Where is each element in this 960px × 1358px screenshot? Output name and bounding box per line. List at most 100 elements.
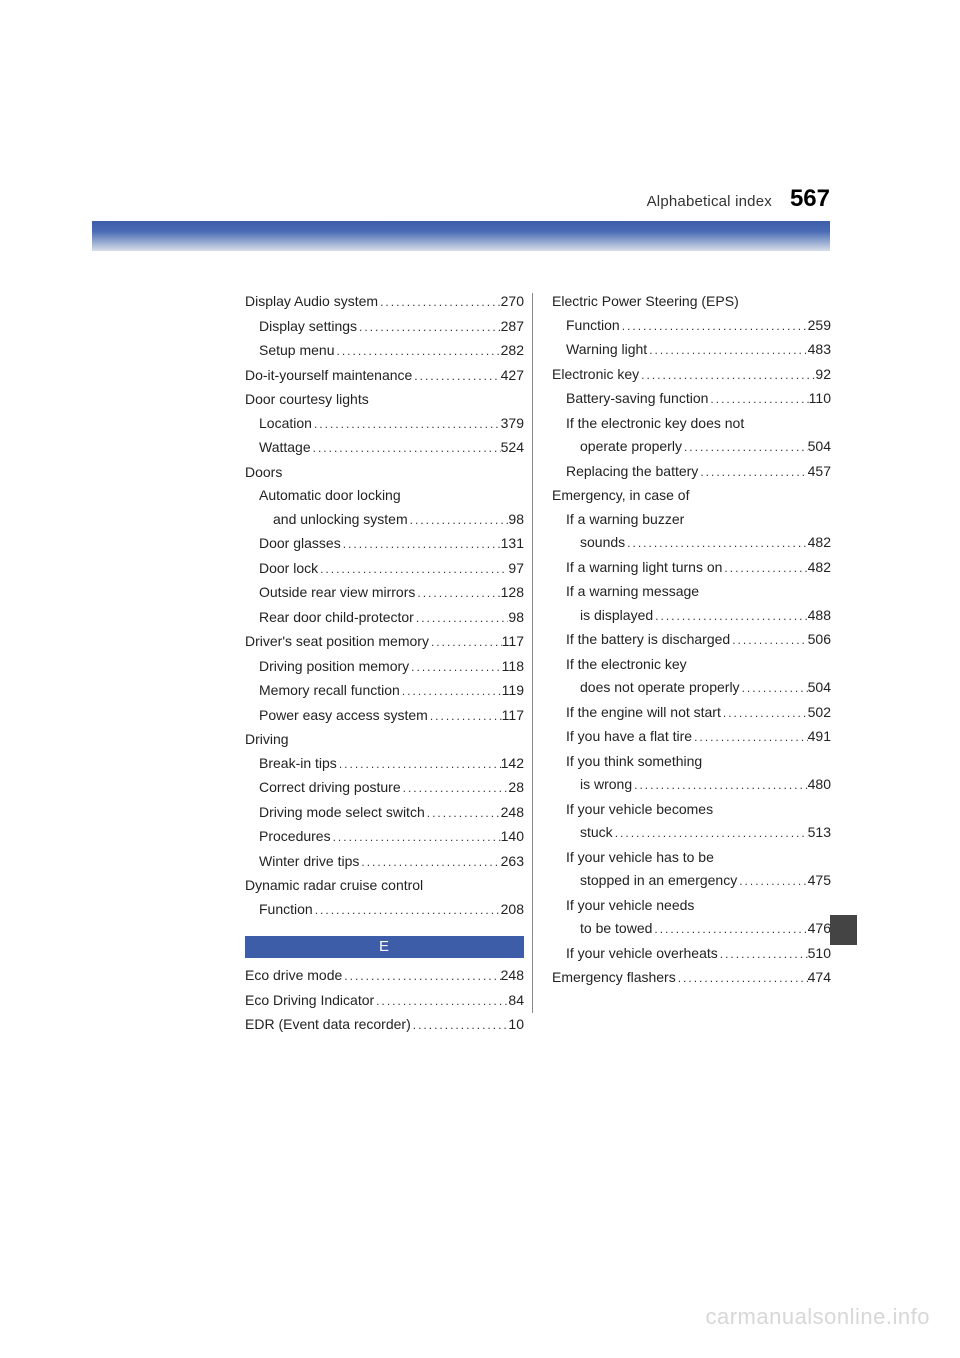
entry-dots	[620, 315, 808, 339]
entry-page: 504	[808, 435, 831, 459]
entry-page: 476	[808, 917, 831, 941]
entry-dots	[341, 533, 501, 557]
entry-page: 480	[808, 773, 831, 797]
index-entry: Display Audio system270	[245, 290, 524, 315]
entry-dots	[401, 777, 509, 801]
entry-label: stopped in an emergency	[580, 869, 737, 893]
entry-page: 248	[501, 964, 524, 988]
entry-label: Rear door child-protector	[259, 606, 414, 630]
index-entry: Emergency, in case of	[552, 484, 831, 508]
left-column: Display Audio system270Display settings 2…	[245, 290, 524, 1038]
right-column: Electric Power Steering (EPS)Function259…	[552, 290, 831, 1038]
entry-page: 506	[808, 628, 831, 652]
watermark: carmanualsonline.info	[705, 1304, 930, 1330]
entry-label: stuck	[580, 821, 613, 845]
entry-page: 28	[508, 776, 524, 800]
entry-label: If you think something	[566, 750, 702, 774]
entry-label: is displayed	[580, 604, 653, 628]
index-entry: Automatic door locking	[245, 484, 524, 508]
entry-label: Driver's seat position memory	[245, 630, 429, 654]
index-entry: Emergency flashers474	[552, 966, 831, 991]
index-entry: If the battery is discharged 506	[552, 628, 831, 653]
index-entry: Wattage524	[245, 436, 524, 461]
entry-label: Setup menu	[259, 339, 335, 363]
section-letter-bar: E	[245, 936, 524, 958]
entry-label: If a warning buzzer	[566, 508, 684, 532]
entry-label: If you have a flat tire	[566, 725, 692, 749]
index-entry: Location379	[245, 412, 524, 437]
index-entry: If your vehicle becomes	[552, 798, 831, 822]
entry-label: EDR (Event data recorder)	[245, 1013, 411, 1037]
page-header: Alphabetical index 567	[647, 185, 830, 213]
entry-dots	[342, 965, 500, 989]
entry-dots	[311, 437, 501, 461]
index-entry: Setup menu282	[245, 339, 524, 364]
entry-label: Location	[259, 412, 312, 436]
entry-label: Display Audio system	[245, 290, 378, 314]
entry-label: is wrong	[580, 773, 632, 797]
index-columns: Display Audio system270Display settings 2…	[245, 290, 831, 1038]
entry-page: 142	[501, 752, 524, 776]
entry-label: Battery-saving function	[566, 387, 708, 411]
entry-label: If your vehicle needs	[566, 894, 694, 918]
entry-label: Eco drive mode	[245, 964, 342, 988]
index-entry: Break-in tips 142	[245, 752, 524, 777]
entry-label: Winter drive tips	[259, 850, 359, 874]
index-entry: If your vehicle overheats 510	[552, 942, 831, 967]
entry-page: 98	[508, 508, 524, 532]
entry-label: Dynamic radar cruise control	[245, 874, 423, 898]
index-entry: Battery-saving function110	[552, 387, 831, 412]
entry-page: 117	[502, 630, 524, 654]
entry-dots	[425, 802, 501, 826]
entry-label: sounds	[580, 531, 625, 555]
entry-page: 510	[808, 942, 831, 966]
entry-label: to be towed	[580, 917, 652, 941]
entry-label: If your vehicle overheats	[566, 942, 718, 966]
entry-label: If the battery is discharged	[566, 628, 730, 652]
entry-page: 263	[501, 850, 524, 874]
entry-dots	[359, 851, 500, 875]
entry-label: Procedures	[259, 825, 331, 849]
index-entry: Electric Power Steering (EPS)	[552, 290, 831, 314]
entry-dots	[378, 291, 501, 315]
entry-dots	[730, 629, 807, 653]
header-gradient-bar	[92, 221, 830, 251]
index-entry: Dynamic radar cruise control	[245, 874, 524, 898]
index-entry: Procedures140	[245, 825, 524, 850]
index-entry: Electronic key92	[552, 363, 831, 388]
entry-label: Display settings	[259, 315, 357, 339]
index-entry: If the engine will not start502	[552, 701, 831, 726]
entry-dots	[652, 918, 807, 942]
entry-page: 287	[501, 315, 524, 339]
index-entry: If a warning light turns on482	[552, 556, 831, 581]
entry-page: 502	[808, 701, 831, 725]
index-entry: If your vehicle has to be	[552, 846, 831, 870]
index-entry: If a warning message	[552, 580, 831, 604]
entry-page: 475	[808, 869, 831, 893]
entry-label: Door lock	[259, 557, 318, 581]
entry-label: Door courtesy lights	[245, 388, 369, 412]
entry-label: Break-in tips	[259, 752, 337, 776]
entry-label: Outside rear view mirrors	[259, 581, 415, 605]
entry-label: Power easy access system	[259, 704, 428, 728]
entry-label: If the electronic key does not	[566, 412, 744, 436]
index-entry: Door glasses131	[245, 532, 524, 557]
entry-dots	[415, 582, 500, 606]
index-entry: If your vehicle needs	[552, 894, 831, 918]
entry-label: Emergency flashers	[552, 966, 676, 990]
entry-label: Electronic key	[552, 363, 639, 387]
entry-dots	[412, 365, 500, 389]
entry-page: 117	[502, 704, 524, 728]
left-list-e: Eco drive mode 248Eco Driving Indicator84…	[245, 964, 524, 1038]
entry-page: 483	[808, 338, 831, 362]
entry-dots	[613, 822, 808, 846]
entry-page: 248	[501, 801, 524, 825]
index-entry: to be towed 476	[552, 917, 831, 942]
entry-page: 118	[502, 655, 524, 679]
entry-label: Driving position memory	[259, 655, 409, 679]
index-entry: Door courtesy lights	[245, 388, 524, 412]
entry-page: 208	[501, 898, 524, 922]
entry-label: If your vehicle becomes	[566, 798, 713, 822]
entry-label: If a warning light turns on	[566, 556, 722, 580]
index-entry: Eco Driving Indicator84	[245, 989, 524, 1014]
